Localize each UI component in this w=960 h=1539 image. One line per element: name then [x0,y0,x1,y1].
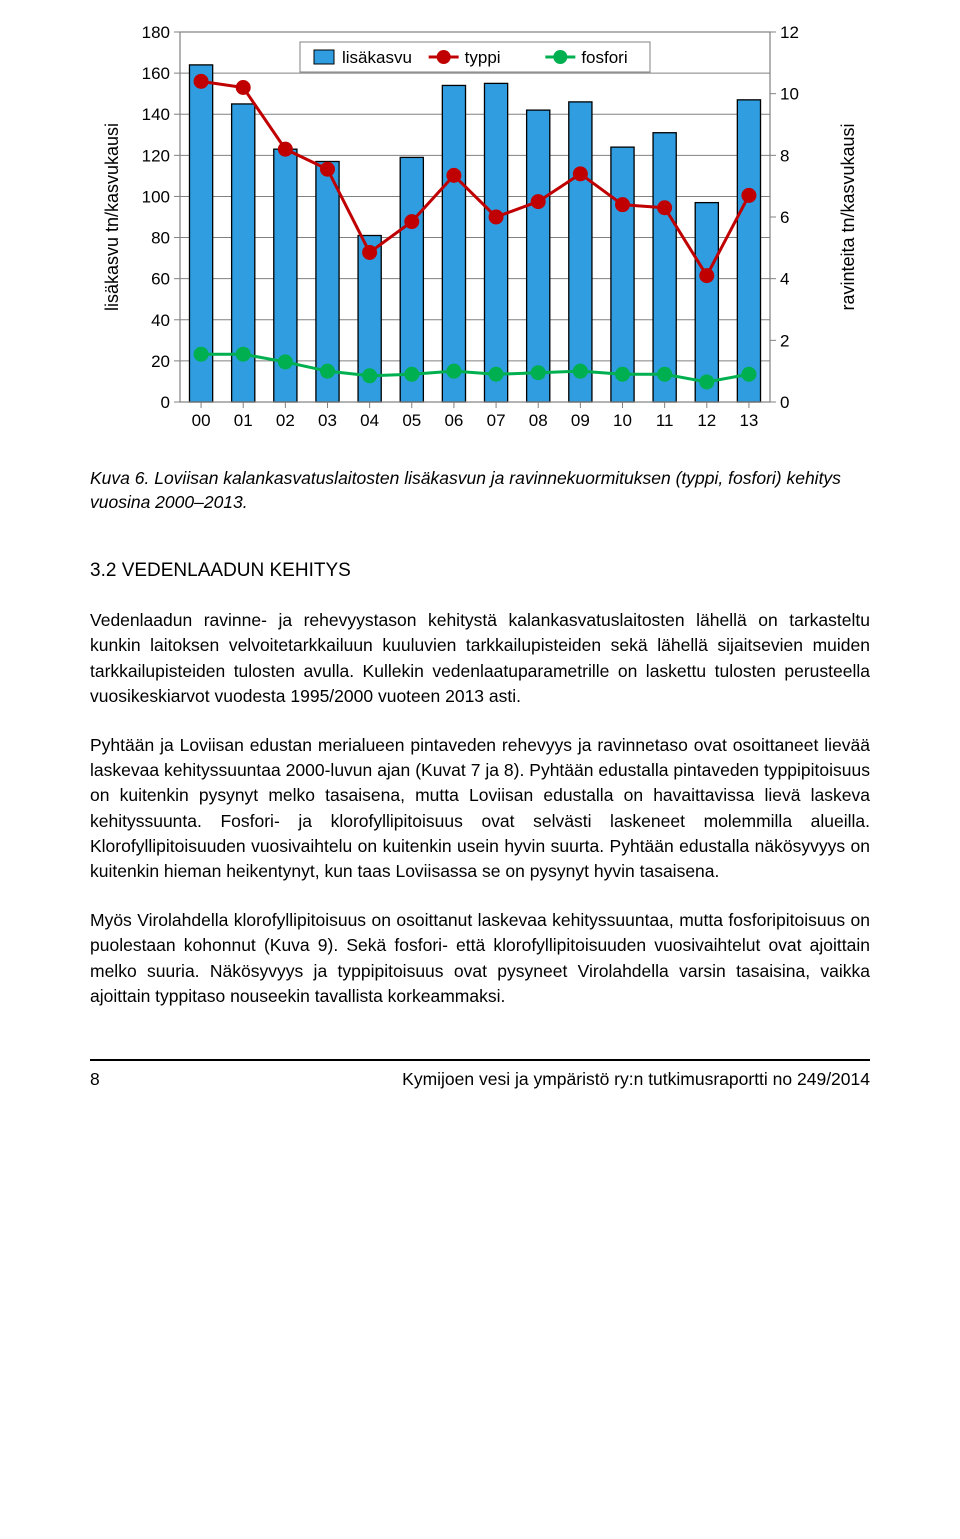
svg-text:lisäkasvu: lisäkasvu [342,48,412,67]
svg-text:01: 01 [234,411,253,430]
svg-text:8: 8 [780,146,789,165]
svg-text:11: 11 [656,411,674,430]
svg-text:60: 60 [151,270,170,289]
svg-text:10: 10 [780,85,799,104]
svg-text:typpi: typpi [465,48,501,67]
svg-text:07: 07 [487,411,506,430]
paragraph-1: Vedenlaadun ravinne- ja rehevyystason ke… [90,608,870,709]
svg-text:08: 08 [529,411,548,430]
paragraph-3: Myös Virolahdella klorofyllipitoisuus on… [90,908,870,1009]
footer-report-text: Kymijoen vesi ja ympäristö ry:n tutkimus… [402,1069,870,1090]
svg-text:03: 03 [318,411,337,430]
caption-body: Loviisan kalankasvatuslaitosten lisäkasv… [90,468,841,512]
svg-text:180: 180 [142,23,170,42]
svg-text:00: 00 [192,411,211,430]
svg-text:4: 4 [780,270,789,289]
svg-text:20: 20 [151,352,170,371]
figure-caption: Kuva 6. Loviisan kalankasvatuslaitosten … [90,467,870,514]
svg-text:120: 120 [142,146,170,165]
svg-text:fosfori: fosfori [581,48,627,67]
svg-text:09: 09 [571,411,590,430]
paragraph-2: Pyhtään ja Loviisan edustan merialueen p… [90,733,870,884]
svg-text:10: 10 [613,411,632,430]
svg-text:100: 100 [142,187,170,206]
svg-text:lisäkasvu tn/kasvukausi: lisäkasvu tn/kasvukausi [102,123,122,311]
footer-page-number: 8 [90,1069,100,1090]
svg-text:40: 40 [151,311,170,330]
svg-text:0: 0 [161,393,170,412]
section-heading: 3.2 VEDENLAADUN KEHITYS [90,560,870,582]
combo-chart: 0204060801001201401601800246810120001020… [90,20,870,455]
svg-text:0: 0 [780,393,789,412]
footer: 8 Kymijoen vesi ja ympäristö ry:n tutkim… [90,1069,870,1090]
svg-text:80: 80 [151,229,170,248]
chart-container: 0204060801001201401601800246810120001020… [90,20,870,455]
footer-divider [90,1059,870,1061]
svg-text:ravinteita tn/kasvukausi: ravinteita tn/kasvukausi [838,123,858,310]
svg-text:2: 2 [780,331,789,350]
svg-text:12: 12 [780,23,799,42]
svg-text:02: 02 [276,411,295,430]
svg-text:13: 13 [739,411,758,430]
svg-text:12: 12 [697,411,716,430]
svg-text:04: 04 [360,411,379,430]
svg-text:05: 05 [402,411,421,430]
svg-text:140: 140 [142,105,170,124]
svg-text:160: 160 [142,64,170,83]
caption-prefix: Kuva 6. [90,468,149,488]
svg-text:6: 6 [780,208,789,227]
svg-text:06: 06 [444,411,463,430]
